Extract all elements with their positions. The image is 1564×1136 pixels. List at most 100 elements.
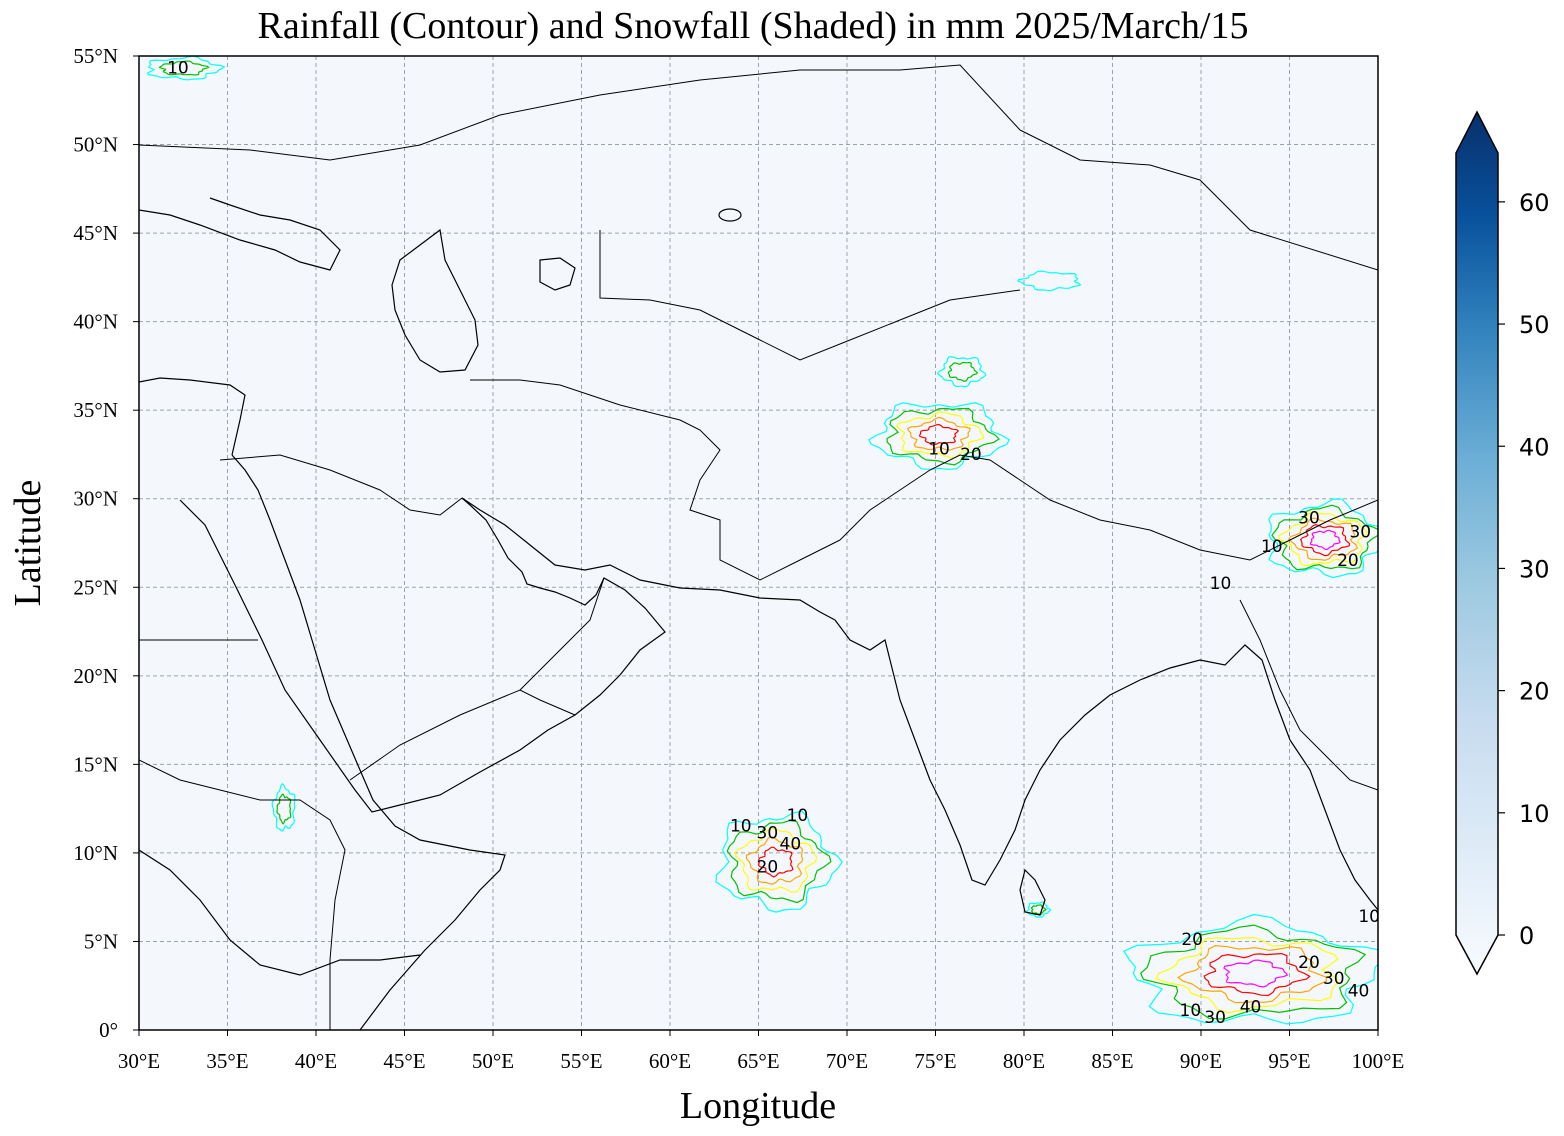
x-axis-label: Longitude	[680, 1085, 836, 1127]
colorbar-tick-label: 60	[1519, 189, 1550, 217]
border-central-asia	[599, 230, 1021, 361]
colorbar-tick-label: 50	[1519, 311, 1550, 339]
lat-tick-label: 50°N	[73, 133, 118, 157]
lat-tick-label: 25°N	[73, 575, 118, 599]
contour-label: 20	[1181, 930, 1203, 950]
contour-level-1	[1123, 913, 1378, 1025]
contour-label: 30	[1349, 523, 1371, 543]
lat-tick-label: 0°	[99, 1018, 118, 1042]
lat-tick-label: 15°N	[73, 752, 118, 776]
contour-level-2	[947, 361, 978, 382]
lat-tick-label: 20°N	[73, 664, 118, 688]
coast-arabia	[179, 497, 666, 813]
country-borders	[139, 64, 1378, 1030]
contour-level-3	[1155, 936, 1339, 1014]
contour-level-1	[1017, 270, 1082, 292]
lon-tick-label: 70°E	[826, 1049, 868, 1073]
coast-turkey	[139, 377, 246, 456]
contour-level-6	[1223, 959, 1289, 988]
y-axis-label: Latitude	[7, 480, 49, 607]
contour-label: 20	[960, 445, 982, 465]
gridlines	[139, 56, 1378, 1030]
colorbar: 0 10 20 30 40 50 60	[1455, 110, 1550, 976]
map-title: Rainfall (Contour) and Snowfall (Shaded)…	[258, 5, 1249, 47]
coast-horn-of-africa	[139, 849, 421, 976]
lat-tick-label: 40°N	[73, 310, 118, 334]
contour-level-2	[886, 407, 1000, 466]
contour-label: 20	[1337, 551, 1359, 571]
lat-tick-label: 30°N	[73, 487, 118, 511]
contour-level-2	[276, 793, 292, 825]
colorbar-body	[1455, 110, 1499, 976]
coast-aral-sea	[539, 257, 576, 291]
contour-level-5	[1299, 524, 1351, 557]
contour-level-1	[715, 810, 843, 913]
lon-tick-label: 35°E	[206, 1049, 248, 1073]
contour-label: 30	[1204, 1008, 1226, 1028]
contour-label: 20	[757, 857, 779, 877]
coast-iran-south	[461, 497, 836, 621]
precip-region-andaman-sea	[1123, 913, 1378, 1025]
border-pakistan-india	[839, 454, 1378, 561]
lon-tick-label: 45°E	[383, 1049, 425, 1073]
latitude-tick-labels: 0° 5°N 10°N 15°N 20°N 25°N 30°N 35°N 40°N 45°N 50°…	[73, 44, 139, 1042]
lon-tick-label: 85°E	[1091, 1049, 1133, 1073]
contour-label: 10	[1261, 537, 1283, 557]
lon-tick-label: 100°E	[1352, 1049, 1405, 1073]
lon-tick-label: 60°E	[649, 1049, 691, 1073]
lat-tick-label: 35°N	[73, 398, 118, 422]
colorbar-tick-label: 40	[1519, 433, 1550, 461]
contour-level-2	[726, 819, 832, 904]
lon-tick-label: 75°E	[914, 1049, 956, 1073]
lat-tick-label: 45°N	[73, 221, 118, 245]
lon-tick-label: 30°E	[118, 1049, 160, 1073]
precip-region-east-africa	[271, 782, 296, 832]
contour-label: 30	[1298, 509, 1320, 529]
precip-region-pamir	[936, 356, 987, 388]
contour-level-6	[1309, 529, 1341, 551]
contour-level-4	[906, 416, 971, 451]
contour-level-4	[1177, 944, 1327, 1004]
contour-level-5	[758, 846, 794, 878]
contour-label: 40	[1240, 997, 1262, 1017]
contour-level-2	[158, 60, 210, 76]
precip-region-arabian-sea-cell	[715, 810, 843, 913]
precip-region-black-sea-north	[147, 56, 226, 81]
contour-level-3	[1278, 511, 1369, 567]
contour-level-1	[147, 56, 226, 81]
colorbar-tick-label: 20	[1519, 678, 1550, 706]
border-africa	[139, 759, 346, 1030]
lon-tick-label: 80°E	[1003, 1049, 1045, 1073]
contour-level-2	[1030, 904, 1047, 915]
coast-india	[834, 619, 1291, 886]
contour-level-5	[1203, 952, 1311, 997]
contour-level-2	[1139, 924, 1367, 1020]
contour-level-1	[271, 782, 296, 832]
contour-label: 20	[1298, 953, 1320, 973]
border-myanmar	[1239, 599, 1378, 791]
coast-lake-balkhash	[718, 208, 742, 222]
border-kazakhstan-russia	[139, 64, 1021, 161]
precip-region-western-himalaya	[868, 402, 1010, 470]
border-china-north	[1019, 129, 1378, 271]
contour-label: 10	[928, 439, 950, 459]
contour-level-1	[936, 356, 987, 388]
contour-label: 40	[780, 834, 802, 854]
contour-level-3	[733, 827, 818, 893]
border-iraq-saudi	[219, 454, 463, 516]
contour-level-1	[868, 402, 1010, 470]
border-iran-afghanistan	[470, 379, 841, 581]
colorbar-tick-label: 0	[1519, 922, 1534, 950]
lon-tick-label: 95°E	[1268, 1049, 1310, 1073]
lon-tick-label: 65°E	[737, 1049, 779, 1073]
contour-label: 10	[1210, 574, 1232, 594]
lon-tick-label: 40°E	[295, 1049, 337, 1073]
contour-level-5	[919, 423, 960, 446]
coastlines	[139, 197, 1378, 1030]
colorbar-tick-labels: 0 10 20 30 40 50 60	[1498, 189, 1550, 950]
lat-tick-label: 55°N	[73, 44, 118, 68]
longitude-tick-labels: 30°E 35°E 40°E 45°E 50°E 55°E 60°E 65°E 70°E 75°E…	[118, 1030, 1404, 1073]
contour-label: 40	[1348, 981, 1370, 1001]
